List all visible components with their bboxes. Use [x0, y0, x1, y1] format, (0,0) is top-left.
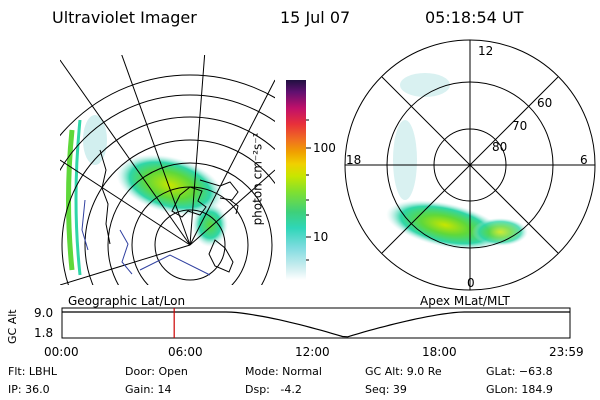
altitude-plot-frame [61, 307, 571, 339]
gc-alt-status: GC Alt: 9.0 Re [365, 365, 442, 378]
glat-status: GLat: −63.8 [486, 365, 553, 378]
date-label: 15 Jul 07 [280, 8, 351, 27]
time-tick-12: 12:00 [295, 345, 330, 359]
time-tick-6: 06:00 [168, 345, 203, 359]
time-tick-0: 00:00 [44, 345, 79, 359]
altitude-curve [62, 311, 570, 338]
ip-status: IP: 36.0 [8, 383, 50, 396]
mlt-label-18: 18 [346, 153, 362, 167]
colorbar [286, 80, 306, 280]
mlat-label-70: 70 [512, 119, 528, 133]
alt-tick-1-8: 1.8 [34, 326, 54, 340]
altitude-axis-label: GC Alt [6, 309, 19, 344]
seq-status: Seq: 39 [365, 383, 407, 396]
instrument-title: Ultraviolet Imager [52, 8, 197, 27]
mode-status: Mode: Normal [245, 365, 322, 378]
time-tick-23-59: 23:59 [549, 345, 584, 359]
alt-tick-9: 9.0 [34, 306, 54, 320]
colorbar-tick-100: 100 [313, 141, 336, 155]
glon-status: GLon: 184.9 [486, 383, 553, 396]
geo-aurora-main [116, 154, 224, 216]
gain-status: Gain: 14 [125, 383, 172, 396]
time-tick-18: 18:00 [422, 345, 457, 359]
dsp-status: Dsp: -4.2 [245, 383, 302, 396]
mlt-label-0: 0 [467, 276, 475, 290]
filter-status: Flt: LBHL [8, 365, 57, 378]
mlat-label-60: 60 [537, 96, 553, 110]
mlt-label-12: 12 [478, 44, 494, 58]
colorbar-tick-10: 10 [313, 230, 329, 244]
mlt-label-6: 6 [580, 153, 588, 167]
geo-caption: Geographic Lat/Lon [68, 294, 186, 308]
door-status: Door: Open [125, 365, 188, 378]
geo-aurora-limb [66, 129, 75, 271]
time-label: 05:18:54 UT [425, 8, 524, 27]
polar-caption: Apex MLat/MLT [420, 294, 510, 308]
mlat-label-80: 80 [492, 140, 508, 154]
